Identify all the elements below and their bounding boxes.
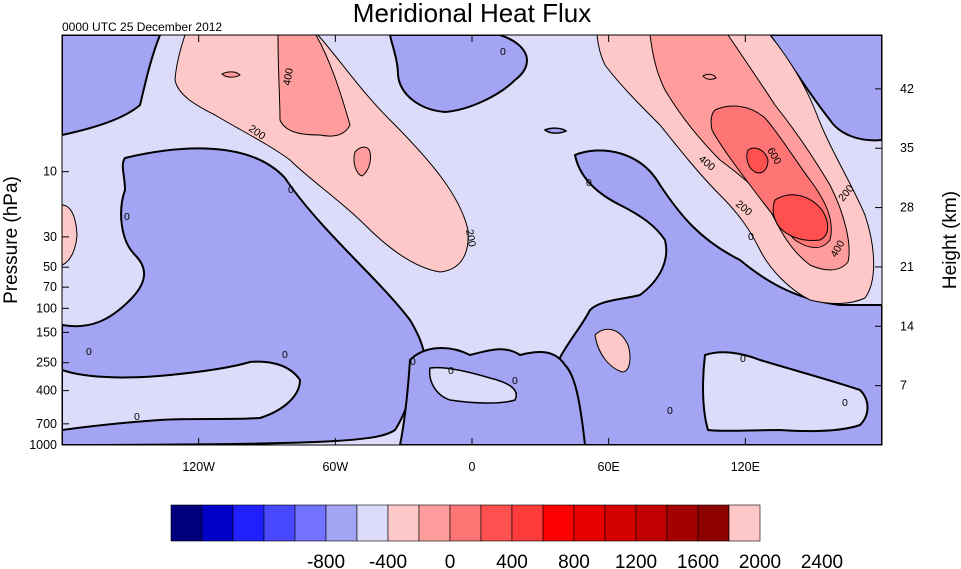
colorbar-swatch-4 bbox=[294, 504, 327, 542]
y-tick-label-1: 30 bbox=[43, 230, 57, 244]
contour-label-0-c: 0 bbox=[500, 46, 506, 58]
colorbar-label-2: 0 bbox=[445, 552, 456, 569]
contour-label-0-a: 0 bbox=[288, 184, 294, 196]
axes: 120W 60W 0 60E 120E1030507010015025040070010… bbox=[29, 35, 914, 474]
y-tick-label-2: 50 bbox=[43, 260, 57, 274]
y2-tick-label-4: 14 bbox=[900, 319, 914, 333]
colorbar-label-1: -400 bbox=[369, 552, 407, 569]
x-tick-label-0: 120W bbox=[182, 460, 215, 474]
y-tick-label-6: 250 bbox=[36, 356, 57, 370]
contour-label-0-g: 0 bbox=[282, 349, 288, 361]
y2-tick-label-3: 21 bbox=[900, 260, 914, 274]
y-axis-label: Pressure (hPa) bbox=[1, 176, 22, 304]
colorbar-swatch-7 bbox=[387, 504, 420, 542]
x-tick-label-1: 60W bbox=[322, 460, 348, 474]
colorbar-swatch-10 bbox=[480, 504, 513, 542]
x-tick-label-3: 60E bbox=[598, 460, 620, 474]
negative-region-small-center bbox=[543, 127, 568, 134]
y2-tick-label-1: 35 bbox=[900, 141, 914, 155]
contour-label-0-l: 0 bbox=[740, 353, 746, 365]
y-tick-label-0: 10 bbox=[43, 165, 57, 179]
contour-label-0-k: 0 bbox=[134, 411, 140, 423]
positive-region-left-200 bbox=[174, 35, 469, 273]
positive-region-left-edge bbox=[62, 204, 78, 266]
contour-label-0-m: 0 bbox=[667, 405, 673, 417]
colorbar-swatch-0 bbox=[170, 504, 203, 542]
y-tick-label-9: 1000 bbox=[29, 438, 57, 452]
y2-axis-label: Height (km) bbox=[940, 191, 961, 289]
negative-region-left-main bbox=[62, 147, 426, 445]
contour-label-200-mid: 200 bbox=[463, 228, 478, 247]
contour-label-0-b: 0 bbox=[124, 211, 130, 223]
neutral-island-left bbox=[62, 360, 302, 432]
chart-title: Meridional Heat Flux bbox=[353, 0, 591, 28]
negative-region-upper-left bbox=[62, 35, 162, 137]
neutral-island-center bbox=[428, 366, 517, 404]
contour-label-0-j: 0 bbox=[512, 375, 518, 387]
contour-label-0-n: 0 bbox=[842, 397, 848, 409]
colorbar-label-6: 1600 bbox=[677, 552, 719, 569]
colorbar-label-5: 1200 bbox=[615, 552, 657, 569]
colorbar-label-4: 800 bbox=[558, 552, 590, 569]
y-tick-label-8: 700 bbox=[36, 417, 57, 431]
positive-region-right-tiny bbox=[702, 73, 717, 80]
colorbar-swatch-16 bbox=[666, 504, 699, 542]
colorbar-label-8: 2400 bbox=[801, 552, 843, 569]
positive-region-center-small bbox=[594, 328, 631, 373]
colorbar-label-3: 400 bbox=[496, 552, 528, 569]
colorbar-swatch-18 bbox=[728, 504, 761, 542]
colorbar-swatch-5 bbox=[325, 504, 358, 542]
y-tick-label-3: 70 bbox=[43, 280, 57, 294]
colorbar-swatch-13 bbox=[573, 504, 606, 542]
y-tick-label-7: 400 bbox=[36, 384, 57, 398]
colorbar-swatch-1 bbox=[201, 504, 234, 542]
colorbar-swatch-11 bbox=[511, 504, 544, 542]
chart-subtitle: 0000 UTC 25 December 2012 bbox=[62, 20, 222, 34]
negative-region-upper-center bbox=[388, 35, 528, 114]
contour-label-0-i: 0 bbox=[448, 365, 454, 377]
colorbar-swatch-6 bbox=[356, 504, 389, 542]
y2-tick-label-0: 42 bbox=[900, 82, 914, 96]
colorbar: -800 -400 0 400 800 1200 1600 2000 2400 bbox=[170, 504, 843, 569]
colorbar-swatch-9 bbox=[449, 504, 482, 542]
contour-label-0-e: 0 bbox=[748, 231, 754, 243]
contour-label-400-left: 400 bbox=[281, 67, 296, 86]
contour-label-0-h: 0 bbox=[410, 356, 416, 368]
y2-tick-label-5: 7 bbox=[900, 379, 907, 393]
y2-tick-label-2: 28 bbox=[900, 201, 914, 215]
colorbar-label-0: -800 bbox=[307, 552, 345, 569]
colorbar-label-7: 2000 bbox=[739, 552, 781, 569]
colorbar-swatch-15 bbox=[635, 504, 668, 542]
x-tick-label-2: 0 bbox=[469, 460, 476, 474]
colorbar-swatch-14 bbox=[604, 504, 637, 542]
x-tick-label-4: 120E bbox=[731, 460, 760, 474]
contour-field bbox=[62, 35, 882, 445]
y-tick-label-4: 100 bbox=[36, 301, 57, 315]
colorbar-swatch-2 bbox=[232, 504, 265, 542]
contour-label-0-d: 0 bbox=[586, 177, 592, 189]
positive-region-left-tiny bbox=[221, 71, 241, 78]
positive-region-left-400-small bbox=[353, 146, 371, 177]
positive-region-left-400 bbox=[277, 35, 351, 137]
positive-region-right-800 bbox=[772, 194, 829, 241]
colorbar-swatch-8 bbox=[418, 504, 451, 542]
colorbar-swatch-3 bbox=[263, 504, 296, 542]
colorbar-swatch-17 bbox=[697, 504, 730, 542]
positive-region-right-800b bbox=[746, 147, 769, 174]
neutral-island-right bbox=[702, 351, 869, 433]
contour-label-0-f: 0 bbox=[86, 346, 92, 358]
y-tick-label-5: 150 bbox=[36, 325, 57, 339]
colorbar-swatch-12 bbox=[542, 504, 575, 542]
